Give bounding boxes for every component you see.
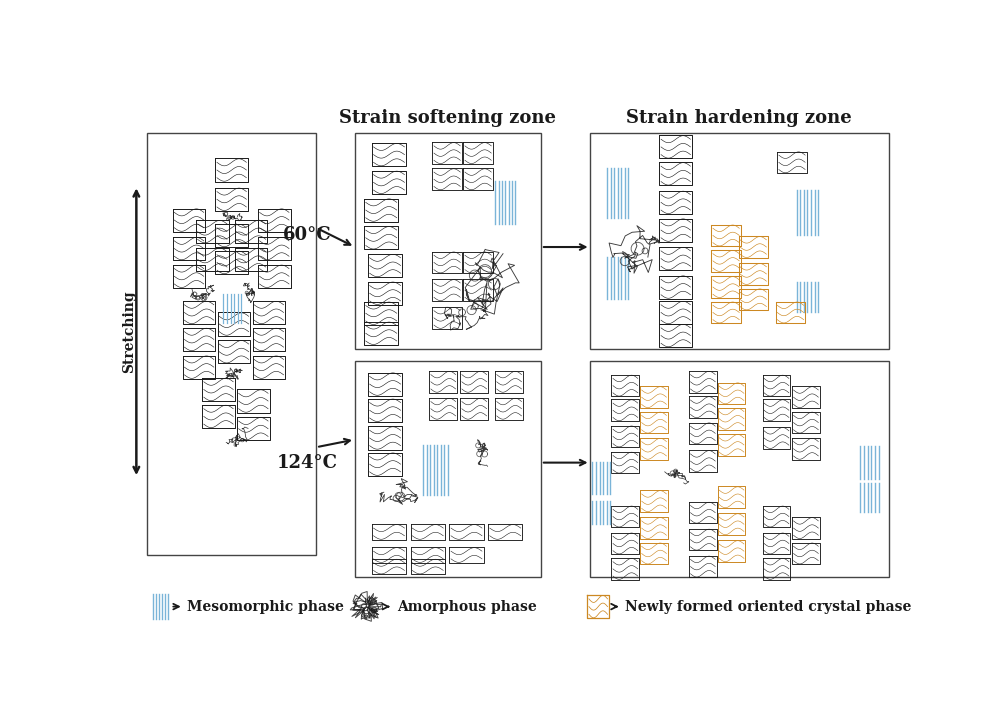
Bar: [147, 133, 316, 555]
Text: Stretching: Stretching: [122, 290, 136, 373]
Bar: [354, 133, 541, 348]
Bar: [354, 361, 541, 577]
Text: 124°C: 124°C: [277, 454, 338, 471]
Text: Newly formed oriented crystal phase: Newly formed oriented crystal phase: [625, 599, 911, 614]
Text: Amorphous phase: Amorphous phase: [396, 599, 536, 614]
Bar: [590, 133, 888, 348]
Bar: [590, 361, 888, 577]
Text: Mesomorphic phase: Mesomorphic phase: [188, 599, 344, 614]
Text: Strain softening zone: Strain softening zone: [339, 109, 556, 127]
Text: Strain hardening zone: Strain hardening zone: [626, 109, 852, 127]
Text: 60°C: 60°C: [283, 227, 332, 245]
